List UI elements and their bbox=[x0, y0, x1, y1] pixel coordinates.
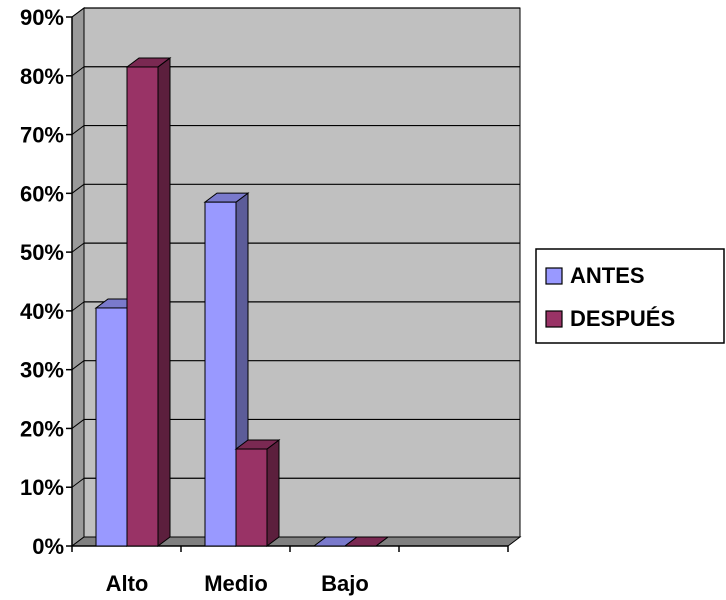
y-tick-label: 80% bbox=[20, 64, 64, 89]
bar-front bbox=[126, 66, 159, 547]
y-tick-label: 0% bbox=[32, 534, 64, 559]
y-tick-label: 50% bbox=[20, 240, 64, 265]
gridline-side bbox=[71, 242, 85, 253]
y-tick-label: 30% bbox=[20, 358, 64, 383]
bar-side bbox=[266, 439, 280, 547]
x-category-label: Bajo bbox=[321, 571, 369, 596]
gridline-side bbox=[71, 7, 85, 18]
gridline-side bbox=[71, 360, 85, 371]
y-axis-tick-labels: 0% 10% 20% 30% 40% 50% 60% 70% 80% 90% bbox=[20, 5, 64, 559]
bar-alto-despues bbox=[125, 56, 172, 547]
bar-bajo-despues bbox=[343, 536, 390, 547]
plot-side-wall bbox=[71, 7, 85, 547]
y-tick-label: 20% bbox=[20, 416, 64, 441]
y-tick-label: 40% bbox=[20, 299, 64, 324]
gridline-side bbox=[71, 477, 85, 488]
gridline-side bbox=[71, 66, 85, 77]
bar-front bbox=[235, 448, 268, 547]
legend: ANTES DESPUÉS bbox=[535, 248, 725, 344]
bar-front bbox=[204, 201, 237, 547]
gridline-side bbox=[71, 125, 85, 135]
legend-swatch bbox=[545, 267, 563, 285]
bars bbox=[94, 56, 390, 547]
bar-side bbox=[157, 56, 171, 547]
legend-label: DESPUÉS bbox=[570, 306, 675, 331]
legend-box bbox=[535, 248, 725, 344]
y-tick-label: 60% bbox=[20, 181, 64, 206]
y-tick-label: 90% bbox=[20, 5, 64, 30]
legend-swatch bbox=[545, 310, 563, 328]
legend-label: ANTES bbox=[570, 263, 645, 288]
bar-medio-despues bbox=[234, 439, 281, 547]
bar-top bbox=[343, 536, 390, 547]
gridline-side bbox=[71, 301, 85, 312]
x-axis-category-labels: Alto Medio Bajo bbox=[106, 571, 369, 596]
x-category-label: Medio bbox=[204, 571, 268, 596]
gridline-side bbox=[71, 419, 85, 429]
gridline-side bbox=[71, 183, 85, 194]
x-category-label: Alto bbox=[106, 571, 149, 596]
y-tick-label: 70% bbox=[20, 123, 64, 148]
y-tick-label: 10% bbox=[20, 475, 64, 500]
bar-front bbox=[95, 307, 128, 547]
